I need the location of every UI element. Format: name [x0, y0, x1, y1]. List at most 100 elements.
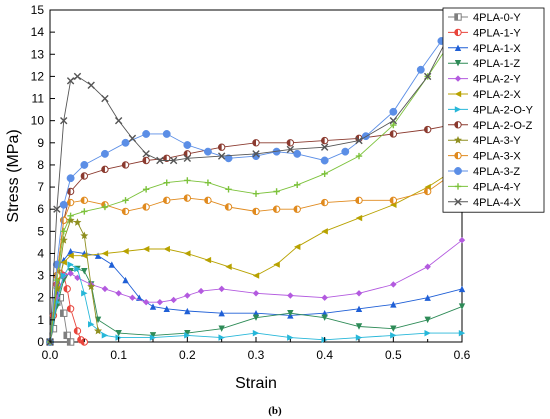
- data-point: [390, 301, 397, 308]
- data-point: [287, 334, 294, 341]
- data-point: [320, 143, 329, 151]
- data-point: [454, 183, 462, 190]
- data-point: [458, 329, 466, 337]
- data-point: [252, 272, 260, 279]
- data-point: [183, 154, 192, 162]
- data-point: [286, 145, 295, 154]
- legend-label: 4PLA-1-Z: [473, 58, 520, 70]
- data-point: [53, 205, 61, 213]
- data-point: [218, 334, 225, 341]
- y-tick-label: 15: [31, 3, 45, 17]
- series-4pla-4-y: [46, 42, 452, 346]
- data-point: [101, 94, 109, 103]
- data-point: [80, 160, 89, 169]
- data-point: [454, 106, 462, 113]
- data-point: [60, 228, 67, 235]
- legend-entry: 4PLA-2-Y: [448, 74, 521, 86]
- data-point: [142, 245, 150, 253]
- data-point: [169, 156, 178, 165]
- data-point: [170, 296, 177, 304]
- legend-entry: 4PLA-1-X: [448, 43, 521, 55]
- legend-entry: 4PLA-4-X: [448, 197, 521, 209]
- legend-entry: 4PLA-2-X: [448, 89, 521, 101]
- y-tick-label: 3: [37, 269, 44, 283]
- data-point: [59, 200, 68, 209]
- data-point: [454, 60, 462, 67]
- data-point: [66, 216, 75, 224]
- data-point: [321, 314, 328, 321]
- data-point: [149, 332, 157, 339]
- data-point: [389, 116, 398, 125]
- data-point: [390, 121, 397, 129]
- data-point: [80, 231, 89, 240]
- data-point: [81, 290, 88, 297]
- data-point: [81, 252, 88, 259]
- data-point: [87, 282, 96, 291]
- data-point: [355, 334, 363, 341]
- data-point: [74, 265, 81, 273]
- y-tick-label: 2: [37, 291, 44, 305]
- x-tick-label: 0.3: [248, 348, 265, 362]
- data-point: [321, 170, 328, 177]
- legend-entry: 4PLA-1-Y: [448, 27, 521, 39]
- data-point: [73, 218, 82, 226]
- data-point: [355, 214, 363, 222]
- series-4pla-4-x: [46, 32, 452, 346]
- data-point: [454, 167, 462, 175]
- data-point: [423, 72, 432, 81]
- data-point: [287, 310, 294, 317]
- x-tick-label: 0.1: [110, 348, 127, 362]
- y-tick-label: 8: [37, 158, 44, 172]
- data-point: [294, 181, 301, 189]
- data-point: [184, 177, 191, 184]
- data-point: [60, 259, 67, 266]
- data-point: [101, 285, 109, 293]
- data-point: [184, 332, 191, 339]
- data-point: [122, 197, 129, 204]
- data-point: [355, 290, 363, 297]
- data-point: [121, 138, 130, 147]
- legend-box: [442, 7, 545, 213]
- x-axis: 0.0 0.1 0.2 0.3 0.4 0.5 0.6: [42, 337, 471, 362]
- legend-entry: 4PLA-2-O-Z: [448, 120, 533, 132]
- data-point: [81, 267, 88, 275]
- data-point: [184, 307, 191, 315]
- series-line: [49, 45, 449, 343]
- legend-entry: 4PLA-3-X: [448, 151, 521, 163]
- data-point: [390, 325, 397, 332]
- data-point: [225, 186, 232, 193]
- data-point: [458, 303, 466, 310]
- data-point: [101, 250, 109, 257]
- data-point: [294, 243, 301, 251]
- data-point: [458, 236, 466, 244]
- data-point: [321, 294, 328, 301]
- legend: 4PLA-0-Y 4PLA-1-Y 4PLA-1-X 4PLA-1-Z 4PLA-2-Y…: [442, 7, 545, 213]
- legend-label: 4PLA-3-Z: [473, 166, 520, 178]
- x-axis-title: Strain: [235, 375, 277, 392]
- data-point: [87, 81, 95, 89]
- y-tick-label: 6: [37, 202, 44, 216]
- x-tick-label: 0.2: [179, 348, 196, 362]
- data-point: [149, 303, 157, 310]
- series-4pla-2-o-y: [46, 261, 466, 346]
- data-point: [424, 294, 431, 301]
- data-point: [204, 256, 212, 264]
- data-point: [100, 149, 109, 158]
- data-point: [163, 179, 170, 186]
- data-point: [454, 90, 462, 98]
- data-point: [67, 252, 74, 259]
- data-point: [81, 208, 88, 215]
- data-point: [454, 198, 462, 206]
- data-point: [101, 203, 109, 211]
- data-point: [287, 292, 294, 299]
- y-axis-title: Stress (MPa): [5, 129, 22, 222]
- data-point: [416, 65, 425, 74]
- legend-entry: 4PLA-2-O-Y: [448, 104, 534, 116]
- data-point: [273, 261, 280, 268]
- data-point: [67, 270, 74, 277]
- y-tick-label: 12: [31, 69, 45, 83]
- y-tick-label: 11: [32, 92, 45, 106]
- data-point: [355, 136, 363, 145]
- data-point: [389, 107, 398, 116]
